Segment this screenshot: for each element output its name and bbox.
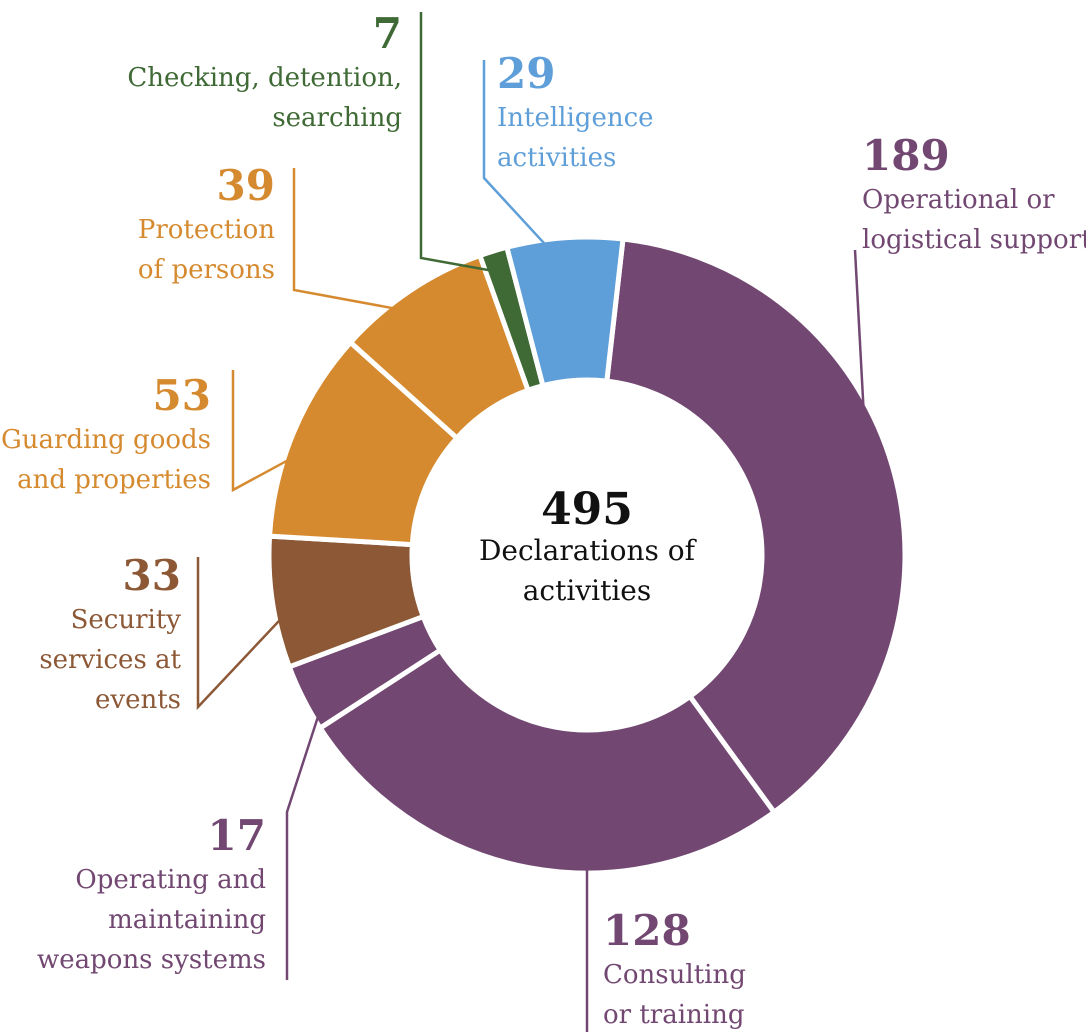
category-label-weapons-line-3: weapons systems <box>37 945 266 975</box>
leader-line-weapons <box>285 685 330 980</box>
leader-line-intelligence <box>482 60 568 269</box>
category-label-checking-line-1: Checking, detention, <box>127 63 402 93</box>
category-label-consulting-line-2: or training <box>603 1000 745 1030</box>
leader-line-checking <box>419 12 501 274</box>
donut-slices <box>266 234 908 876</box>
value-label-protection: 39 <box>217 161 275 210</box>
leader-line-operational <box>853 249 869 482</box>
leader-lines <box>196 12 869 1032</box>
category-label-operational-line-2: logistical support <box>862 225 1086 255</box>
value-label-weapons: 17 <box>208 811 266 860</box>
category-label-guarding-line-2: and properties <box>17 465 211 495</box>
total-value: 495 <box>541 484 633 535</box>
leader-line-protection <box>292 168 426 316</box>
value-label-consulting: 128 <box>603 906 691 955</box>
category-label-guarding-line-1: Guarding goods <box>1 425 211 455</box>
slice-operational <box>604 236 908 815</box>
category-label-events-line-1: Security <box>71 605 182 635</box>
category-label-protection-line-1: Protection <box>138 215 275 245</box>
category-label-checking-line-2: searching <box>272 103 402 133</box>
category-label-events-line-2: services at <box>39 645 181 675</box>
value-label-intelligence: 29 <box>497 49 555 98</box>
category-label-operational-line-1: Operational or <box>862 185 1055 215</box>
center-total: 495 Declarations of activities <box>479 484 698 607</box>
total-label-line-1: Declarations of <box>479 534 698 567</box>
value-label-events: 33 <box>123 551 181 600</box>
leader-line-guarding <box>231 370 321 493</box>
value-label-operational: 189 <box>862 131 950 180</box>
category-label-weapons-line-1: Operating and <box>75 865 266 895</box>
total-label-line-2: activities <box>523 574 652 607</box>
slice-labels: 189 Operational or logistical support 128 Co… <box>1 9 1086 1030</box>
leader-line-events <box>196 557 302 711</box>
category-label-intelligence-line-2: activities <box>497 143 616 173</box>
category-label-events-line-3: events <box>95 685 181 715</box>
category-label-weapons-line-2: maintaining <box>108 905 266 935</box>
value-label-checking: 7 <box>373 9 402 58</box>
category-label-consulting-line-1: Consulting <box>603 960 746 990</box>
slice-consulting <box>317 647 777 876</box>
category-label-intelligence-line-1: Intelligence <box>497 103 654 133</box>
category-label-protection-line-2: of persons <box>138 255 275 285</box>
value-label-guarding: 53 <box>153 371 211 420</box>
